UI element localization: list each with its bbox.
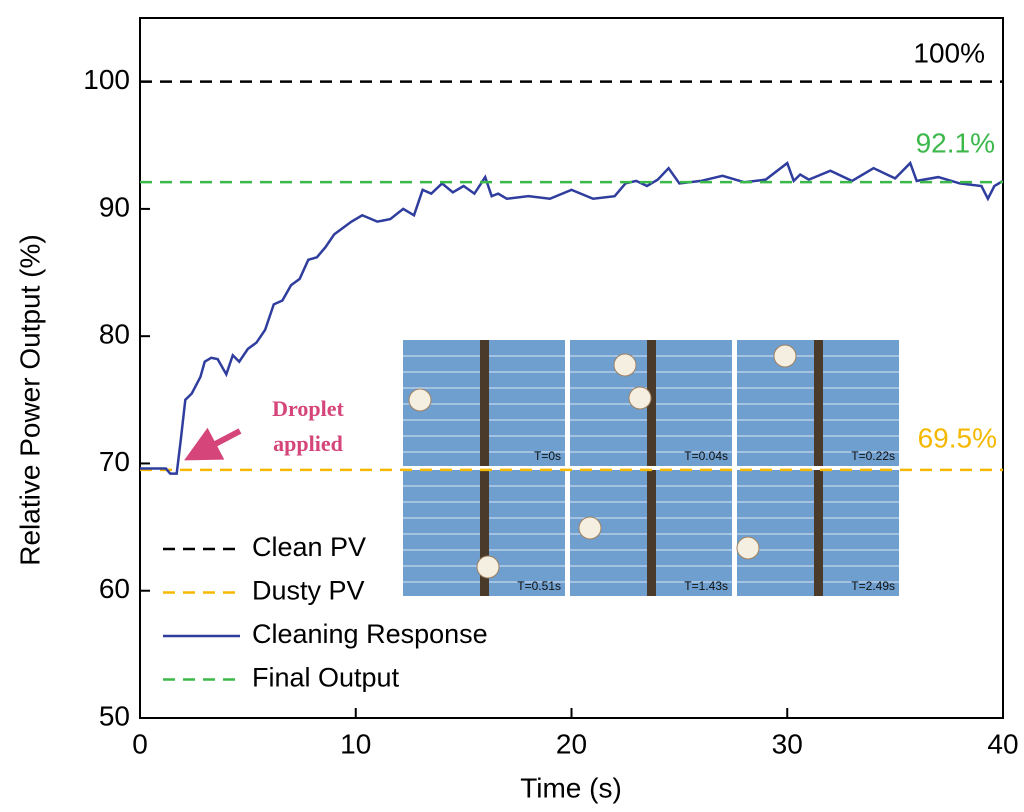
x-tick-label: 30 (772, 728, 803, 759)
series-line (140, 160, 1004, 475)
y-tick-label: 70 (99, 446, 130, 477)
inset-label: T=0.04s (684, 449, 728, 463)
inset-droplet (578, 516, 602, 540)
inset-label: T=2.49s (851, 579, 895, 593)
annotation: 92.1% (916, 127, 995, 158)
inset-label: T=0.51s (517, 579, 561, 593)
y-tick-label: 80 (99, 319, 130, 350)
inset-busbar (814, 470, 823, 596)
inset-droplet (628, 386, 652, 410)
inset-label: T=1.43s (684, 579, 728, 593)
annotation: Droplet (272, 396, 344, 421)
x-axis-label: Time (s) (520, 772, 622, 803)
x-tick-label: 0 (132, 728, 148, 759)
y-tick-label: 100 (83, 64, 130, 95)
inset-busbar (480, 470, 489, 596)
inset-busbar (814, 340, 823, 466)
inset-droplet (773, 344, 797, 368)
annotation: applied (273, 431, 343, 456)
y-tick-label: 50 (99, 700, 130, 731)
inset-busbar (647, 470, 656, 596)
x-tick-label: 40 (987, 728, 1018, 759)
inset-droplet (408, 388, 432, 412)
legend-label: Clean PV (252, 532, 366, 562)
legend-label: Final Output (252, 663, 400, 693)
inset-images: T=0s T=0.04s T=0.22s T=0.51s T=1.43s T=2.49s (403, 340, 899, 596)
inset-droplet (613, 353, 637, 377)
legend-label: Dusty PV (252, 576, 365, 606)
annotation: 100% (913, 37, 985, 68)
inset-busbar (480, 340, 489, 466)
inset-busbar (647, 340, 656, 466)
x-tick-label: 10 (340, 728, 371, 759)
annotation: 69.5% (918, 422, 997, 453)
legend-label: Cleaning Response (252, 619, 488, 649)
y-tick-label: 60 (99, 573, 130, 604)
inset-label: T=0.22s (851, 449, 895, 463)
inset-label: T=0s (534, 449, 561, 463)
inset-droplet (736, 536, 760, 560)
y-tick-label: 90 (99, 191, 130, 222)
inset-droplet (476, 555, 500, 579)
annotation-arrow (184, 427, 242, 461)
x-tick-label: 20 (556, 728, 587, 759)
y-axis-label: Relative Power Output (%) (14, 234, 45, 565)
